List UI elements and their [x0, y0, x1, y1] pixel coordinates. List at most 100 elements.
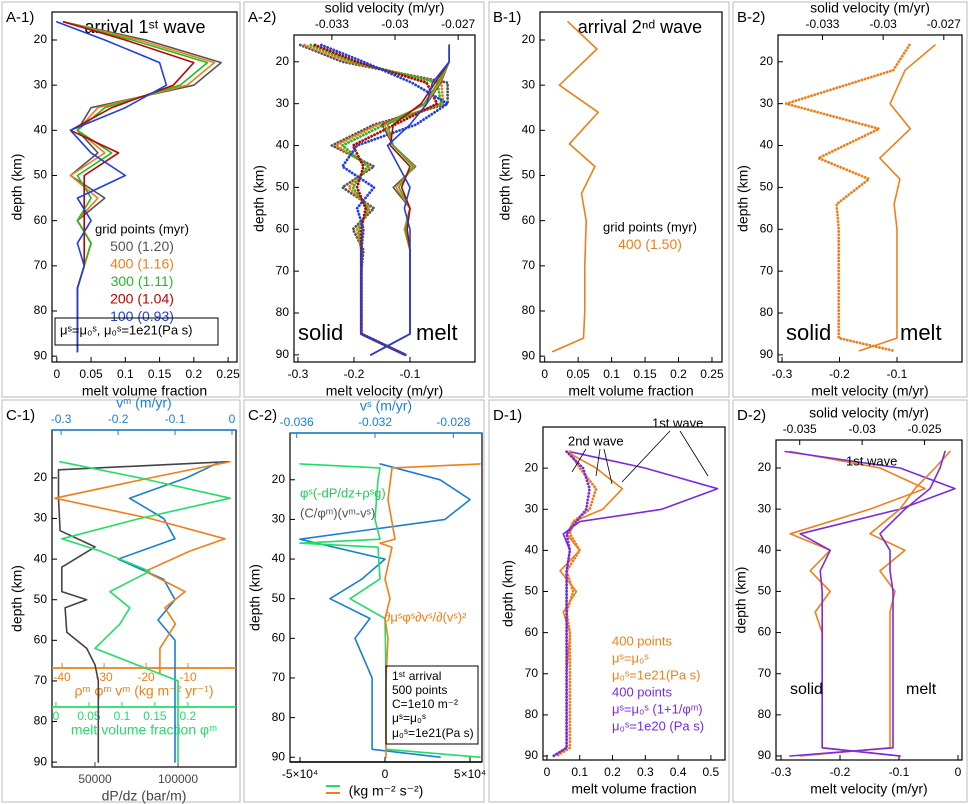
y-tick-label: 90 [276, 347, 290, 361]
y-tick-label: 80 [760, 305, 774, 319]
y-tick-label: 60 [758, 625, 772, 639]
x-tick-label: -40 [53, 670, 71, 684]
panel-border [488, 399, 730, 803]
x-tick-label: 0.5 [703, 765, 720, 779]
x-tick-label: 0 [53, 709, 60, 723]
x-tick-label: -0.1 [889, 765, 910, 779]
y-tick-label: 30 [272, 512, 286, 526]
y-tick-label: 70 [272, 670, 286, 684]
annotation: 1st wave [652, 415, 703, 430]
annotation: 1ˢᵗ arrival [392, 669, 441, 683]
annotation-box [54, 317, 219, 346]
series-line [117, 460, 222, 763]
x-tick-label: 0.1 [571, 765, 588, 779]
panel-label: A-2) [248, 9, 276, 26]
x-tick-label: 0.2 [180, 709, 197, 723]
pointer-line [595, 448, 601, 477]
x-tick-label: 0.15 [633, 367, 657, 381]
x-tick-label: -0.2 [830, 765, 851, 779]
y-tick-label: 40 [276, 138, 290, 152]
y-tick-label: 50 [34, 168, 48, 182]
x-axis-label: solid velocity (m/yr) [810, 0, 930, 16]
pointer-line [621, 430, 671, 483]
x-tick-label: -0.2 [344, 367, 365, 381]
panel-border [732, 399, 968, 803]
series-line [552, 450, 591, 758]
annotation: solid [298, 320, 343, 345]
annotation: φˢ(-dP/dz+ρˢg) [300, 485, 386, 500]
x-axis-label: melt volume fraction [82, 383, 207, 399]
y-tick-label: 30 [34, 77, 48, 91]
x-tick-label: -0.2 [108, 412, 129, 426]
y-tick-label: 50 [525, 584, 539, 598]
annotation: 500 points [392, 683, 447, 697]
plot-frame [293, 34, 476, 363]
y-tick-label: 40 [522, 122, 536, 136]
y-tick-label: 90 [758, 748, 772, 762]
y-tick-label: 50 [522, 168, 536, 182]
y-tick-label: 90 [525, 748, 539, 762]
y-tick-label: 70 [522, 258, 536, 272]
x-tick-label: 0.1 [114, 709, 131, 723]
series-line [789, 450, 926, 757]
panel-title: arrival 2ⁿᵈ wave [578, 17, 702, 37]
y-tick-label: 60 [34, 213, 48, 227]
x-tick-label: -0.03 [381, 17, 409, 31]
series-line [555, 450, 598, 758]
y-tick-label: 40 [34, 122, 48, 136]
series-line [299, 463, 471, 758]
panel-label: C-1) [6, 407, 35, 424]
panel-label: D-1) [493, 407, 522, 424]
panel-label: B-1) [493, 9, 521, 26]
annotation: melt [900, 320, 942, 345]
pointer-line [679, 430, 709, 477]
y-tick-label: 60 [760, 221, 774, 235]
annotation: 1st wave [846, 453, 897, 468]
y-tick-label: 90 [760, 347, 774, 361]
x-tick-label: -20 [137, 670, 155, 684]
y-tick-label: 60 [522, 213, 536, 227]
y-tick-label: 90 [272, 749, 286, 763]
panel-title: arrival 1ˢᵗ wave [84, 17, 205, 37]
x-tick-label: -0.033 [805, 17, 839, 31]
series-line [858, 44, 936, 352]
y-tick-label: 80 [758, 707, 772, 721]
y-axis-label: depth (km) [497, 154, 513, 221]
x-axis-label: melt velocity (m/yr) [811, 383, 928, 399]
annotation: (C/φᵐ)(vᵐ-vˢ) [300, 505, 375, 520]
pointer-line [571, 448, 587, 473]
x-axis-label: melt volume fraction [568, 383, 693, 399]
series-line [370, 44, 450, 356]
panel-border [488, 1, 730, 398]
series-line [789, 450, 946, 757]
x-tick-label: -0.3 [288, 367, 309, 381]
x-tick-label: 100000 [158, 772, 198, 786]
x-tick-label: -0.027 [927, 17, 961, 31]
y-axis-label: depth (km) [9, 565, 25, 632]
x-tick-label: 0.4 [670, 765, 687, 779]
x-tick-label: 5×10⁴ [454, 767, 486, 781]
y-tick-label: 20 [522, 32, 536, 46]
panel-label: A-1) [6, 9, 34, 26]
x-tick-label: -0.03 [869, 17, 897, 31]
legend-entry: 400 (1.16) [110, 256, 174, 272]
x-axis-label: solid velocity (m/yr) [325, 0, 445, 16]
plot-frame [777, 34, 963, 363]
x-tick-label: -0.3 [771, 765, 792, 779]
annotation: μ₀ˢ=1e20 (Pa s) [612, 718, 704, 733]
x-tick-label: -0.033 [315, 17, 349, 31]
y-axis-label: depth (km) [500, 560, 516, 627]
y-axis-label: depth (km) [9, 154, 25, 221]
series-line [784, 450, 956, 757]
x-tick-label: -0.1 [887, 367, 908, 381]
y-tick-label: 30 [525, 501, 539, 515]
y-tick-label: 20 [34, 32, 48, 46]
series-line [54, 460, 231, 674]
annotation: μ₀ˢ=1e21(Pa s) [612, 667, 701, 682]
annotation-box [385, 665, 479, 745]
series-line [59, 460, 231, 763]
y-tick-label: 20 [758, 460, 772, 474]
x-tick-label: 0.25 [216, 367, 240, 381]
plot-frame [51, 11, 238, 363]
y-tick-label: 50 [758, 584, 772, 598]
